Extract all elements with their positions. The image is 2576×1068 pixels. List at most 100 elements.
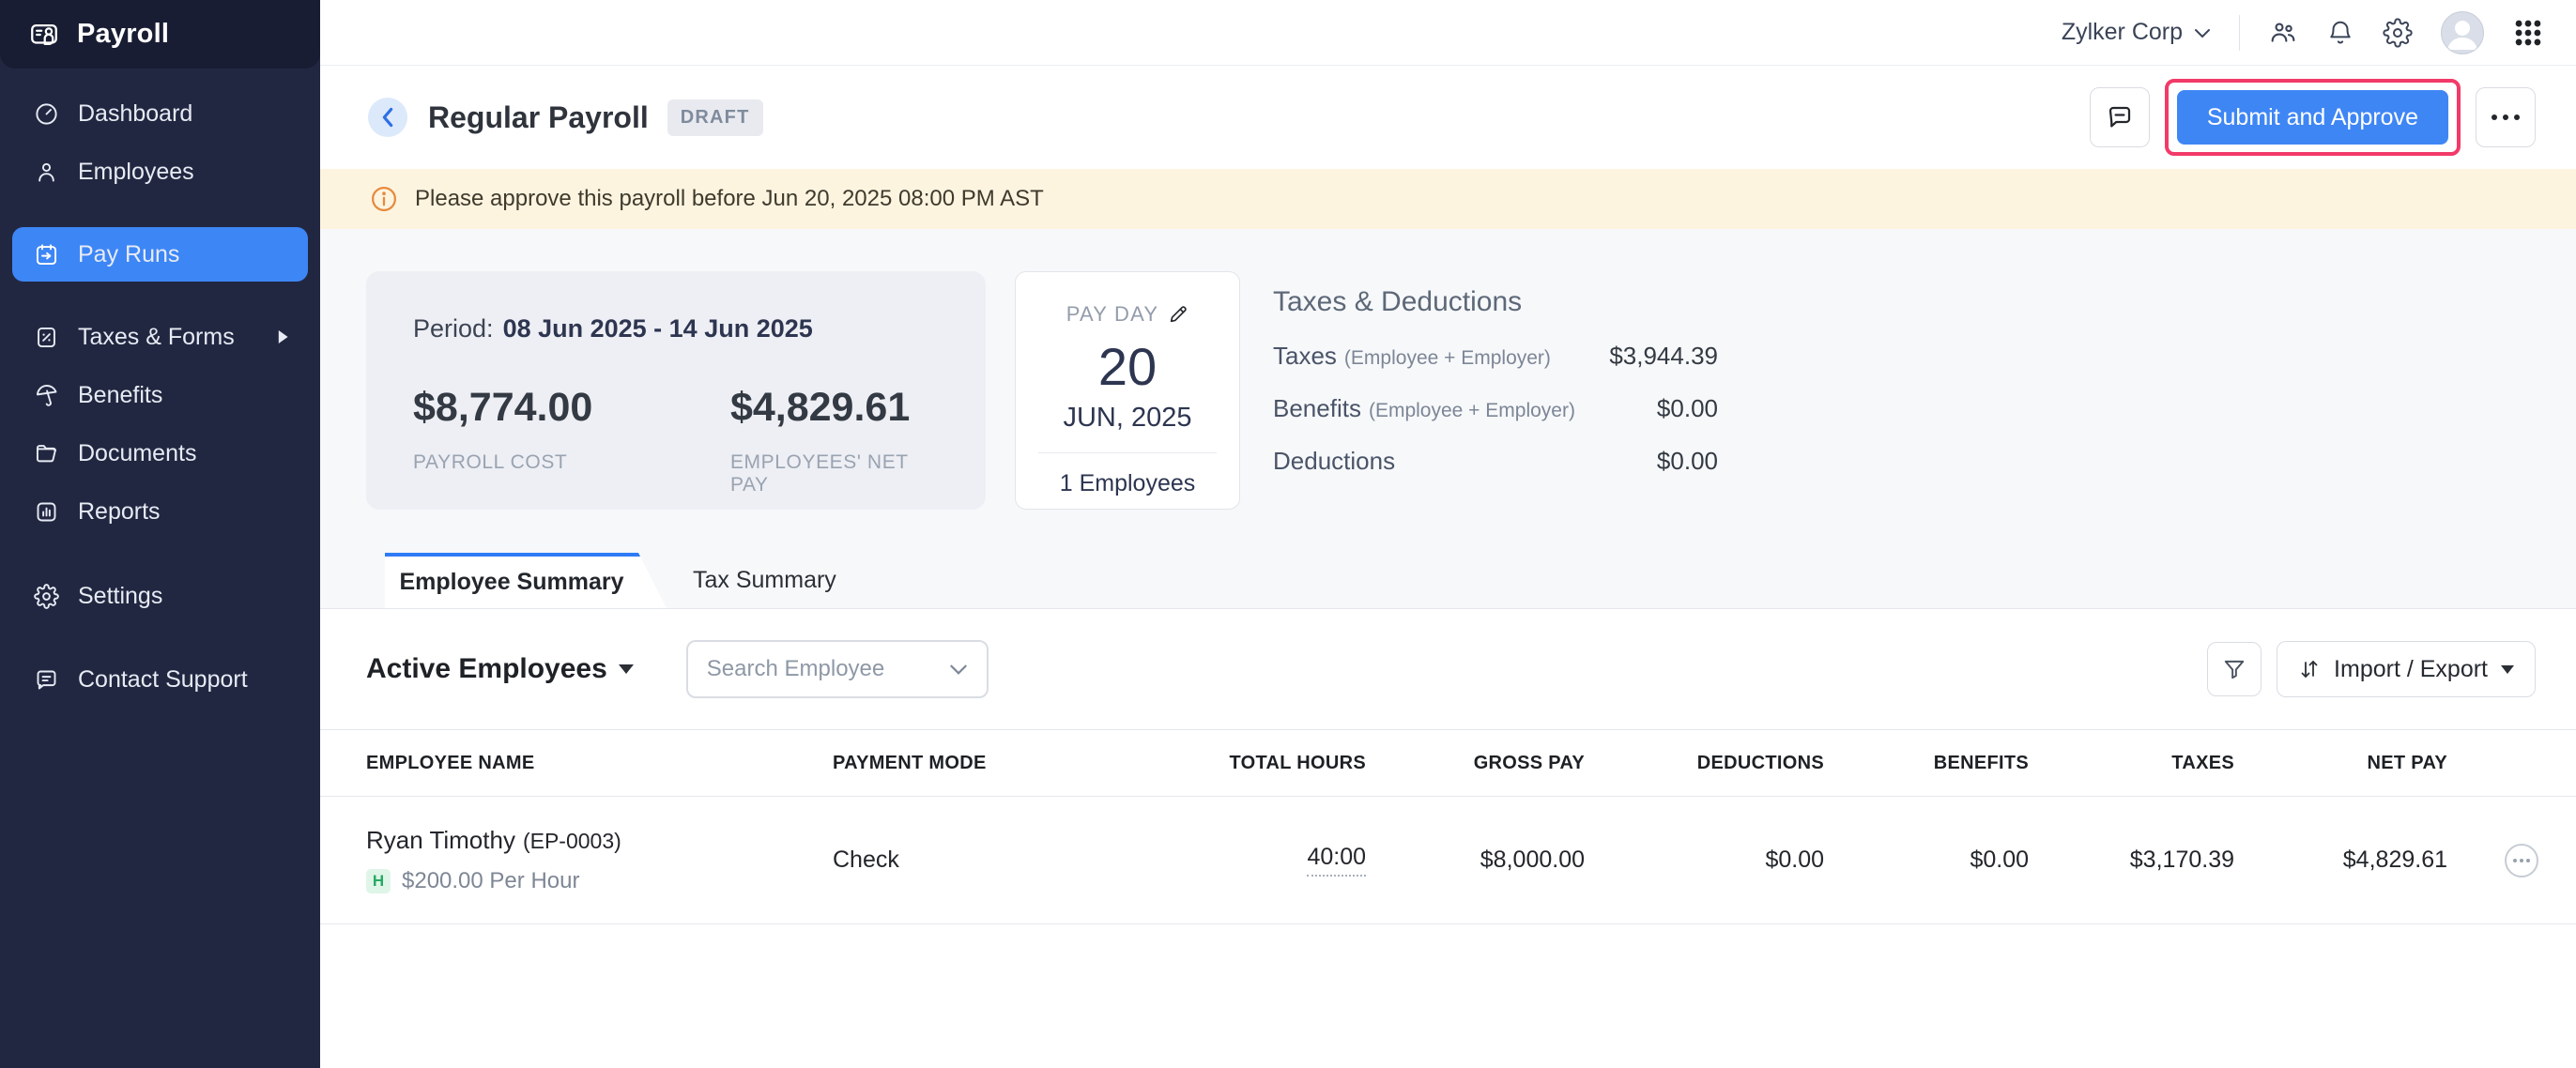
employee-name-link[interactable]: Ryan Timothy: [366, 826, 515, 854]
period-label: Period:: [413, 314, 494, 343]
app-logo[interactable]: Payroll: [0, 0, 320, 69]
col-deductions: DEDUCTIONS: [1696, 752, 1824, 773]
notifications-bell-icon[interactable]: [2326, 18, 2354, 48]
sidebar-item-pay-runs[interactable]: Pay Runs: [12, 227, 308, 282]
topbar-divider: [2239, 14, 2240, 51]
sidebar-item-label: Contact Support: [78, 665, 248, 693]
active-employees-label: Active Employees: [366, 653, 607, 684]
sidebar-item-label: Employees: [78, 158, 194, 185]
employee-id: (EP-0003): [522, 829, 621, 853]
settings-gear-icon: [34, 583, 59, 609]
taxes-deductions-title: Taxes & Deductions: [1273, 286, 1523, 317]
sidebar-item-reports[interactable]: Reports: [0, 482, 320, 541]
deductions-value: $0.00: [1765, 847, 1824, 873]
apps-grid-icon[interactable]: [2512, 17, 2544, 49]
period-card: Period: 08 Jun 2025 - 14 Jun 2025 $8,774.…: [366, 271, 986, 510]
employee-table-header: EMPLOYEE NAME PAYMENT MODE TOTAL HOURS G…: [320, 729, 2576, 797]
sidebar-item-label: Pay Runs: [78, 240, 180, 267]
tab-employee-summary[interactable]: Employee Summary: [385, 553, 667, 608]
sidebar-item-settings[interactable]: Settings: [0, 567, 320, 625]
sidebar: Payroll Dashboard Employees: [0, 0, 320, 1068]
comments-button[interactable]: [2089, 87, 2150, 147]
total-hours-value[interactable]: 40:00: [1307, 844, 1366, 877]
pay-day-month-year: JUN, 2025: [1063, 403, 1192, 433]
active-employees-dropdown[interactable]: Active Employees: [366, 653, 634, 685]
import-export-label: Import / Export: [2334, 655, 2488, 682]
funnel-filter-icon: [2224, 660, 2245, 679]
tab-tax-summary[interactable]: Tax Summary: [693, 567, 836, 593]
taxes-forms-icon: [34, 325, 59, 350]
submit-and-approve-button[interactable]: Submit and Approve: [2176, 90, 2448, 145]
alert-text: Please approve this payroll before Jun 2…: [415, 186, 1044, 211]
net-pay-value: $4,829.61: [2342, 847, 2447, 873]
col-gross-pay: GROSS PAY: [1473, 752, 1585, 773]
dashboard-icon: [34, 101, 59, 127]
chevron-right-icon: [277, 330, 288, 343]
benefits-value: $0.00: [1970, 847, 2029, 873]
sidebar-item-benefits[interactable]: Benefits: [0, 366, 320, 424]
col-benefits: BENEFITS: [1933, 752, 2029, 773]
payroll-cost-label: PAYROLL COST: [413, 451, 568, 473]
col-total-hours: TOTAL HOURS: [1229, 752, 1366, 773]
payroll-cost-value: $8,774.00: [413, 385, 593, 430]
filter-button[interactable]: [2207, 642, 2262, 696]
edit-pencil-icon[interactable]: [1168, 304, 1188, 325]
back-button[interactable]: [368, 98, 407, 137]
documents-icon: [34, 441, 59, 466]
org-selector[interactable]: Zylker Corp: [2062, 19, 2211, 46]
import-export-button[interactable]: Import / Export: [2277, 641, 2536, 697]
status-badge: DRAFT: [667, 99, 763, 136]
caret-down-icon: [618, 664, 634, 674]
info-icon: [370, 185, 398, 213]
tax-row-taxes: Taxes (Employee + Employer) $3,944.39: [1273, 342, 1718, 370]
sidebar-item-taxes-forms[interactable]: Taxes & Forms: [0, 308, 320, 366]
chevron-down-icon: [950, 664, 967, 675]
employees-net-pay-value: $4,829.61: [729, 385, 911, 430]
chevron-down-icon: [2194, 27, 2211, 38]
sidebar-item-documents[interactable]: Documents: [0, 424, 320, 482]
sidebar-nav: Dashboard Employees Pay Runs: [0, 84, 320, 709]
payday-divider: [1038, 452, 1217, 453]
tax-row-deductions: Deductions $0.00: [1273, 447, 1718, 475]
employees-net-pay-label: EMPLOYEES' NET PAY: [729, 451, 909, 496]
sidebar-item-label: Dashboard: [78, 99, 193, 127]
payroll-summary-section: Period: 08 Jun 2025 - 14 Jun 2025 $8,774.…: [320, 229, 2576, 609]
payment-mode-value: Check: [833, 847, 899, 873]
row-actions-button[interactable]: [2505, 843, 2538, 877]
pay-day-card: PAY DAY 20 JUN, 2025 1 Employees: [1015, 271, 1240, 510]
employee-summary-content: Active Employees Search Employee Import …: [320, 609, 2576, 924]
reports-icon: [34, 499, 59, 525]
pay-day-number: 20: [1097, 337, 1158, 396]
gross-pay-value: $8,000.00: [1480, 847, 1585, 873]
sidebar-item-label: Settings: [78, 582, 163, 609]
benefits-icon: [34, 383, 59, 408]
summary-tabs: Employee Summary Tax Summary: [320, 553, 2576, 608]
topbar: Zylker Corp: [320, 0, 2576, 66]
users-icon[interactable]: [2268, 18, 2298, 48]
settings-gear-icon[interactable]: [2383, 17, 2413, 48]
search-employee-placeholder: Search Employee: [706, 656, 885, 681]
sidebar-item-label: Documents: [78, 439, 197, 466]
payruns-icon: [34, 242, 59, 267]
employee-count: 1 Employees: [1059, 470, 1196, 496]
employees-toolbar: Active Employees Search Employee Import …: [320, 609, 2576, 729]
col-taxes: TAXES: [2171, 752, 2234, 773]
sidebar-item-employees[interactable]: Employees: [0, 143, 320, 201]
user-avatar[interactable]: [2441, 10, 2484, 54]
more-options-button[interactable]: [2476, 87, 2536, 147]
sidebar-item-label: Taxes & Forms: [78, 323, 235, 350]
app-title: Payroll: [77, 19, 170, 49]
sidebar-item-dashboard[interactable]: Dashboard: [0, 84, 320, 143]
taxes-deductions-block: Taxes & Deductions Taxes (Employee + Emp…: [1273, 286, 1718, 476]
sidebar-item-contact-support[interactable]: Contact Support: [0, 650, 320, 709]
page-header: Regular Payroll DRAFT Submit and Approve: [320, 66, 2576, 169]
search-employee-select[interactable]: Search Employee: [685, 640, 989, 698]
sidebar-item-label: Benefits: [78, 381, 163, 408]
hourly-badge: H: [366, 869, 391, 893]
approval-alert-banner: Please approve this payroll before Jun 2…: [320, 169, 2576, 229]
col-employee-name: EMPLOYEE NAME: [366, 752, 535, 773]
pay-day-label: PAY DAY: [1066, 302, 1159, 326]
sidebar-item-label: Reports: [78, 497, 161, 525]
contact-support-icon: [34, 667, 59, 693]
taxes-value: $3,170.39: [2129, 847, 2234, 873]
